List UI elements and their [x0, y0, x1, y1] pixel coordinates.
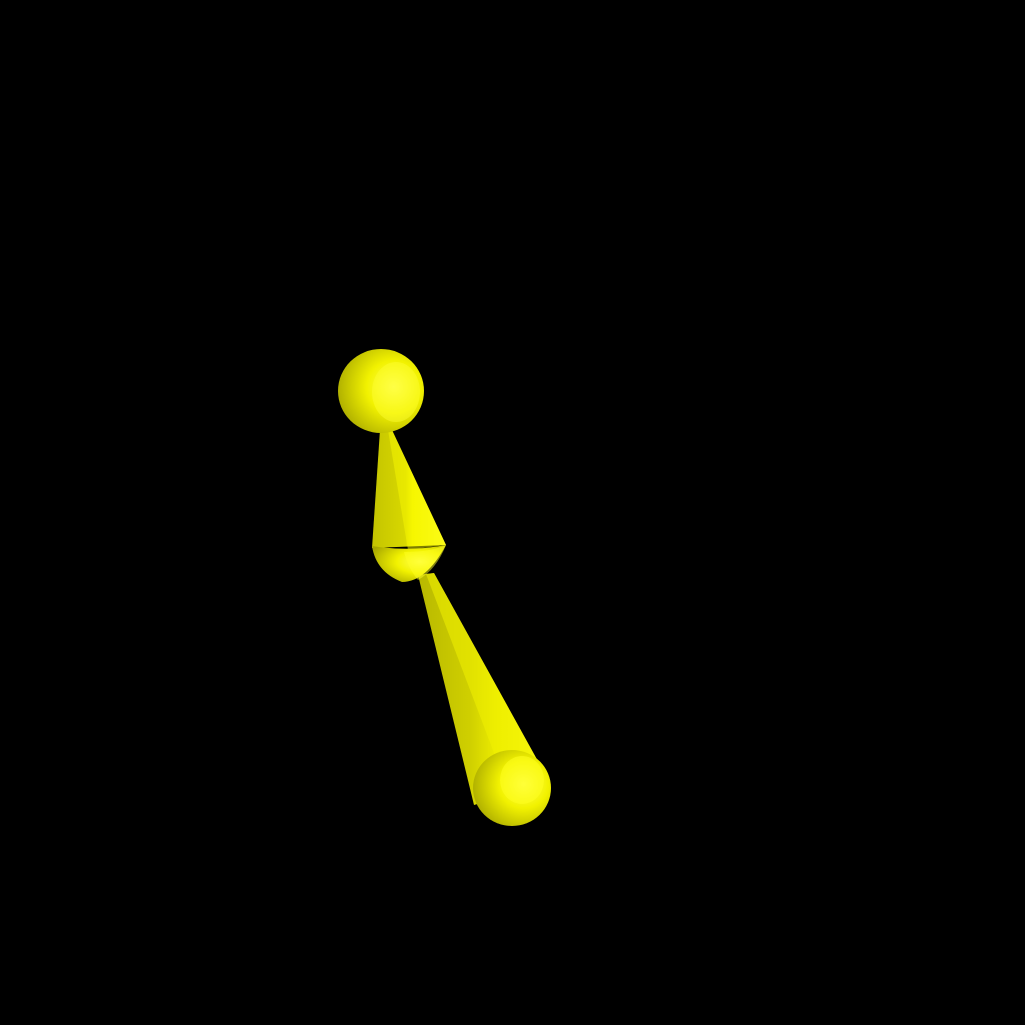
bottom-sphere-joint	[473, 750, 551, 826]
lower-cone-segment	[418, 573, 550, 805]
top-sphere-joint	[338, 349, 424, 433]
upper-cone-segment	[372, 430, 446, 550]
middle-joint	[372, 545, 446, 582]
